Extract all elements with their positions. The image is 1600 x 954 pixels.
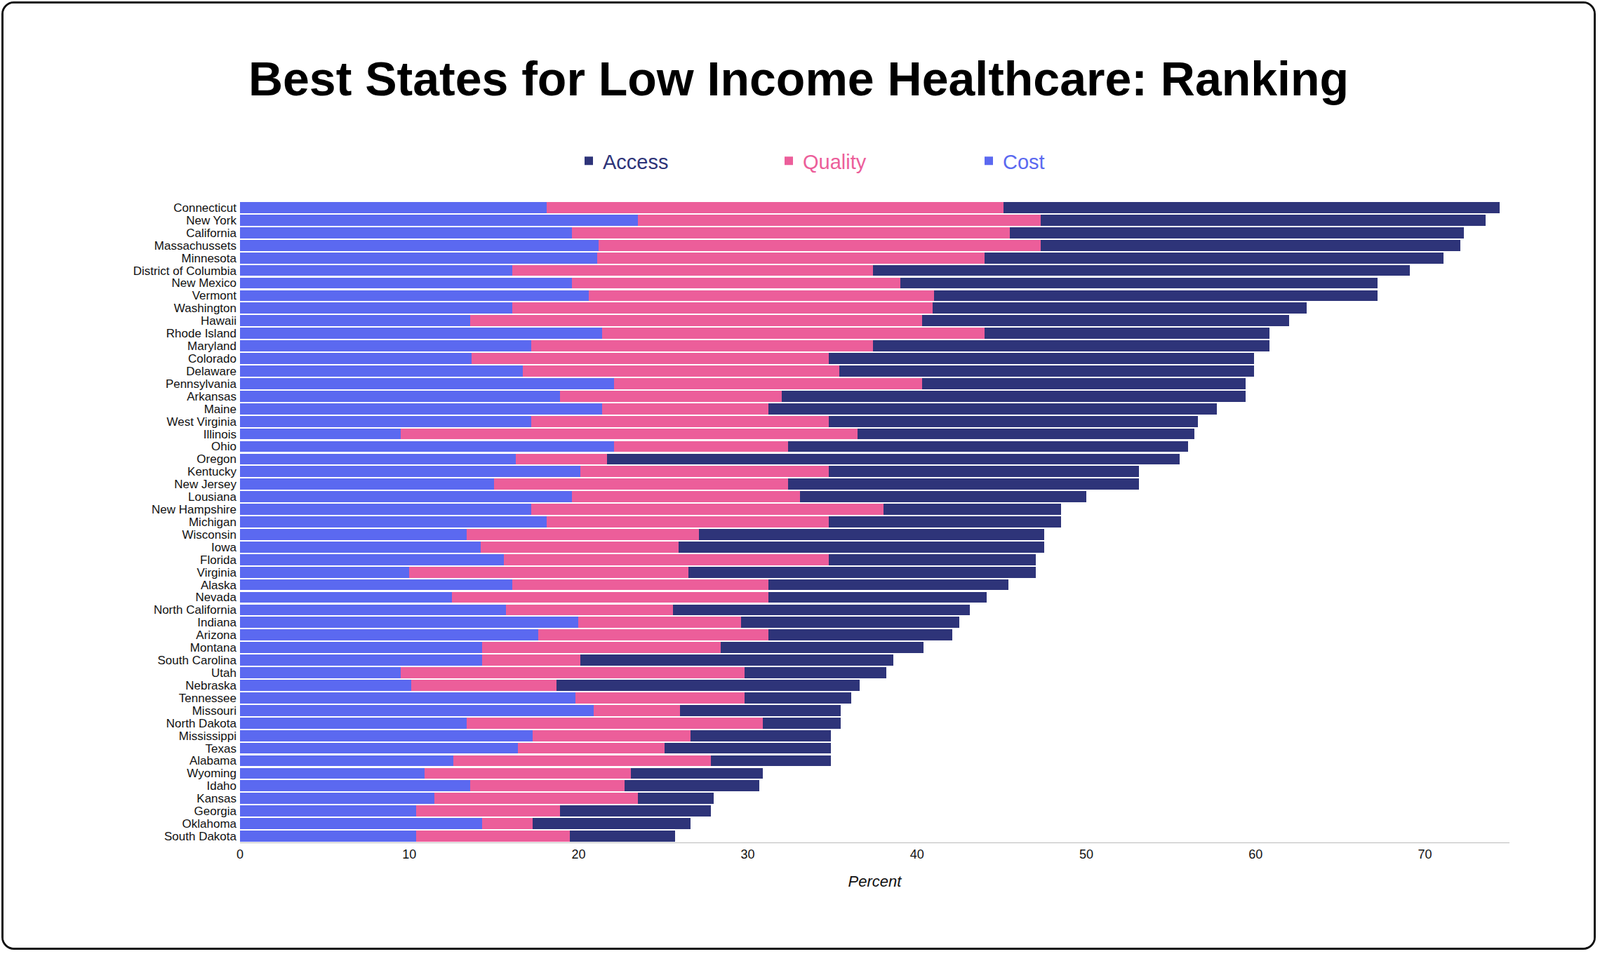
svg-text:Florida: Florida xyxy=(200,553,238,568)
svg-text:Best States for Low Income Hea: Best States for Low Income Healthcare: R… xyxy=(248,51,1349,106)
svg-text:Hawaii: Hawaii xyxy=(200,314,237,328)
svg-text:Indiana: Indiana xyxy=(197,616,237,630)
svg-text:Nevada: Nevada xyxy=(195,590,237,605)
svg-text:60: 60 xyxy=(1248,847,1263,862)
svg-text:Lousiana: Lousiana xyxy=(188,490,238,504)
svg-text:Texas: Texas xyxy=(205,742,237,756)
svg-text:Access: Access xyxy=(602,150,669,174)
svg-text:50: 50 xyxy=(1079,847,1094,862)
svg-text:Alaska: Alaska xyxy=(200,578,238,593)
svg-text:West Virginia: West Virginia xyxy=(166,415,237,429)
svg-text:Oregon: Oregon xyxy=(196,452,237,466)
svg-text:Michigan: Michigan xyxy=(188,515,237,530)
svg-text:New Hampshire: New Hampshire xyxy=(151,503,237,517)
svg-text:Wisconsin: Wisconsin xyxy=(182,528,237,542)
svg-text:Arkansas: Arkansas xyxy=(186,390,237,404)
svg-text:Mississippi: Mississippi xyxy=(178,729,237,744)
svg-text:California: California xyxy=(185,226,237,240)
svg-text:Missouri: Missouri xyxy=(192,704,237,718)
svg-text:Nebraska: Nebraska xyxy=(185,679,237,693)
svg-text:Washington: Washington xyxy=(174,301,237,316)
svg-text:Maryland: Maryland xyxy=(187,339,237,353)
svg-text:10: 10 xyxy=(402,847,417,862)
svg-text:Georgia: Georgia xyxy=(194,804,238,819)
svg-text:North Dakota: North Dakota xyxy=(166,717,238,731)
svg-text:0: 0 xyxy=(236,847,244,862)
svg-text:New Jersey: New Jersey xyxy=(174,477,237,492)
svg-text:Idaho: Idaho xyxy=(206,779,237,793)
svg-text:Massachussets: Massachussets xyxy=(154,239,237,253)
svg-text:Montana: Montana xyxy=(190,641,238,655)
svg-text:Alabama: Alabama xyxy=(189,754,238,768)
svg-text:South Dakota: South Dakota xyxy=(164,830,238,844)
svg-text:Rhode Island: Rhode Island xyxy=(166,327,237,341)
svg-text:New York: New York xyxy=(185,214,237,228)
svg-text:Oklahoma: Oklahoma xyxy=(182,817,238,831)
svg-text:Wyoming: Wyoming xyxy=(186,767,237,781)
svg-text:North California: North California xyxy=(153,603,238,617)
svg-text:Colorado: Colorado xyxy=(188,352,237,366)
svg-text:20: 20 xyxy=(571,847,586,862)
svg-text:Vermont: Vermont xyxy=(192,289,238,303)
svg-text:Virginia: Virginia xyxy=(197,566,238,580)
svg-text:40: 40 xyxy=(910,847,925,862)
svg-text:Tennessee: Tennessee xyxy=(178,691,237,706)
svg-text:South Carolina: South Carolina xyxy=(157,654,238,668)
svg-text:Percent: Percent xyxy=(848,872,903,891)
svg-text:Kansas: Kansas xyxy=(196,792,237,806)
svg-text:Illinois: Illinois xyxy=(203,428,237,442)
svg-text:Kentucky: Kentucky xyxy=(187,465,237,479)
svg-text:Maine: Maine xyxy=(204,402,237,417)
svg-text:District of Columbia: District of Columbia xyxy=(133,264,238,278)
svg-text:Utah: Utah xyxy=(211,666,237,680)
svg-text:Cost: Cost xyxy=(1002,150,1045,174)
svg-text:Pennsylvania: Pennsylvania xyxy=(165,377,238,391)
svg-text:Connecticut: Connecticut xyxy=(173,201,237,215)
svg-text:70: 70 xyxy=(1417,847,1432,862)
svg-text:Arizona: Arizona xyxy=(195,628,237,643)
svg-text:Iowa: Iowa xyxy=(211,541,237,555)
svg-text:Minnesota: Minnesota xyxy=(181,251,238,266)
svg-text:30: 30 xyxy=(741,847,756,862)
svg-text:Ohio: Ohio xyxy=(211,440,237,454)
svg-text:Delaware: Delaware xyxy=(185,364,237,379)
svg-text:Quality: Quality xyxy=(802,150,867,174)
svg-text:New Mexico: New Mexico xyxy=(171,276,237,290)
